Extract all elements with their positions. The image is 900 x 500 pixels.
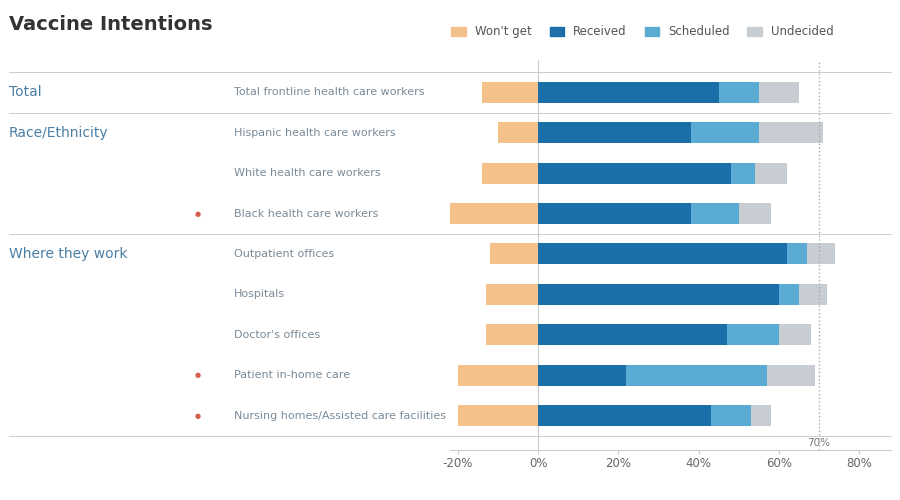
Text: Race/Ethnicity: Race/Ethnicity <box>9 126 109 140</box>
Bar <box>726 324 778 345</box>
Text: ●: ● <box>195 372 201 378</box>
Bar <box>799 284 827 305</box>
Bar <box>759 122 823 144</box>
Bar <box>751 405 770 426</box>
Text: ●: ● <box>195 412 201 418</box>
Bar <box>767 364 814 386</box>
Text: Doctor's offices: Doctor's offices <box>234 330 320 340</box>
Text: Hospitals: Hospitals <box>234 290 285 300</box>
Bar <box>626 364 767 386</box>
Bar <box>538 324 726 345</box>
Bar <box>458 405 538 426</box>
Bar <box>690 122 759 144</box>
Bar <box>778 324 811 345</box>
Bar <box>486 324 538 345</box>
Text: Where they work: Where they work <box>9 247 128 261</box>
Text: Patient in-home care: Patient in-home care <box>234 370 350 380</box>
Bar <box>806 244 835 264</box>
Bar <box>538 284 778 305</box>
Bar <box>731 162 755 184</box>
Bar <box>718 82 759 103</box>
Text: Outpatient offices: Outpatient offices <box>234 249 334 259</box>
Legend: Won't get, Received, Scheduled, Undecided: Won't get, Received, Scheduled, Undecide… <box>452 26 833 38</box>
Bar <box>482 82 538 103</box>
Text: ●: ● <box>195 210 201 216</box>
Bar <box>538 162 731 184</box>
Bar <box>759 82 799 103</box>
Bar <box>538 122 690 144</box>
Bar <box>538 364 626 386</box>
Text: Total frontline health care workers: Total frontline health care workers <box>234 88 425 98</box>
Text: Nursing homes/Assisted care facilities: Nursing homes/Assisted care facilities <box>234 410 446 420</box>
Text: Vaccine Intentions: Vaccine Intentions <box>9 15 212 34</box>
Bar <box>482 162 538 184</box>
Text: Black health care workers: Black health care workers <box>234 208 378 218</box>
Bar <box>690 203 739 224</box>
Bar <box>450 203 538 224</box>
Text: Hispanic health care workers: Hispanic health care workers <box>234 128 396 138</box>
Bar <box>486 284 538 305</box>
Bar <box>711 405 751 426</box>
Bar <box>498 122 538 144</box>
Text: White health care workers: White health care workers <box>234 168 381 178</box>
Bar <box>739 203 770 224</box>
Bar <box>538 244 787 264</box>
Bar <box>491 244 538 264</box>
Bar <box>787 244 806 264</box>
Bar <box>755 162 787 184</box>
Bar <box>538 82 718 103</box>
Bar <box>538 203 690 224</box>
Bar <box>458 364 538 386</box>
Text: Total: Total <box>9 86 41 100</box>
Bar <box>778 284 799 305</box>
Text: 70%: 70% <box>807 438 831 448</box>
Bar <box>538 405 711 426</box>
